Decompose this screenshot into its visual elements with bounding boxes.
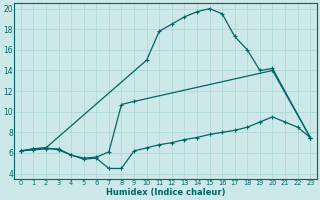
X-axis label: Humidex (Indice chaleur): Humidex (Indice chaleur)	[106, 188, 225, 197]
